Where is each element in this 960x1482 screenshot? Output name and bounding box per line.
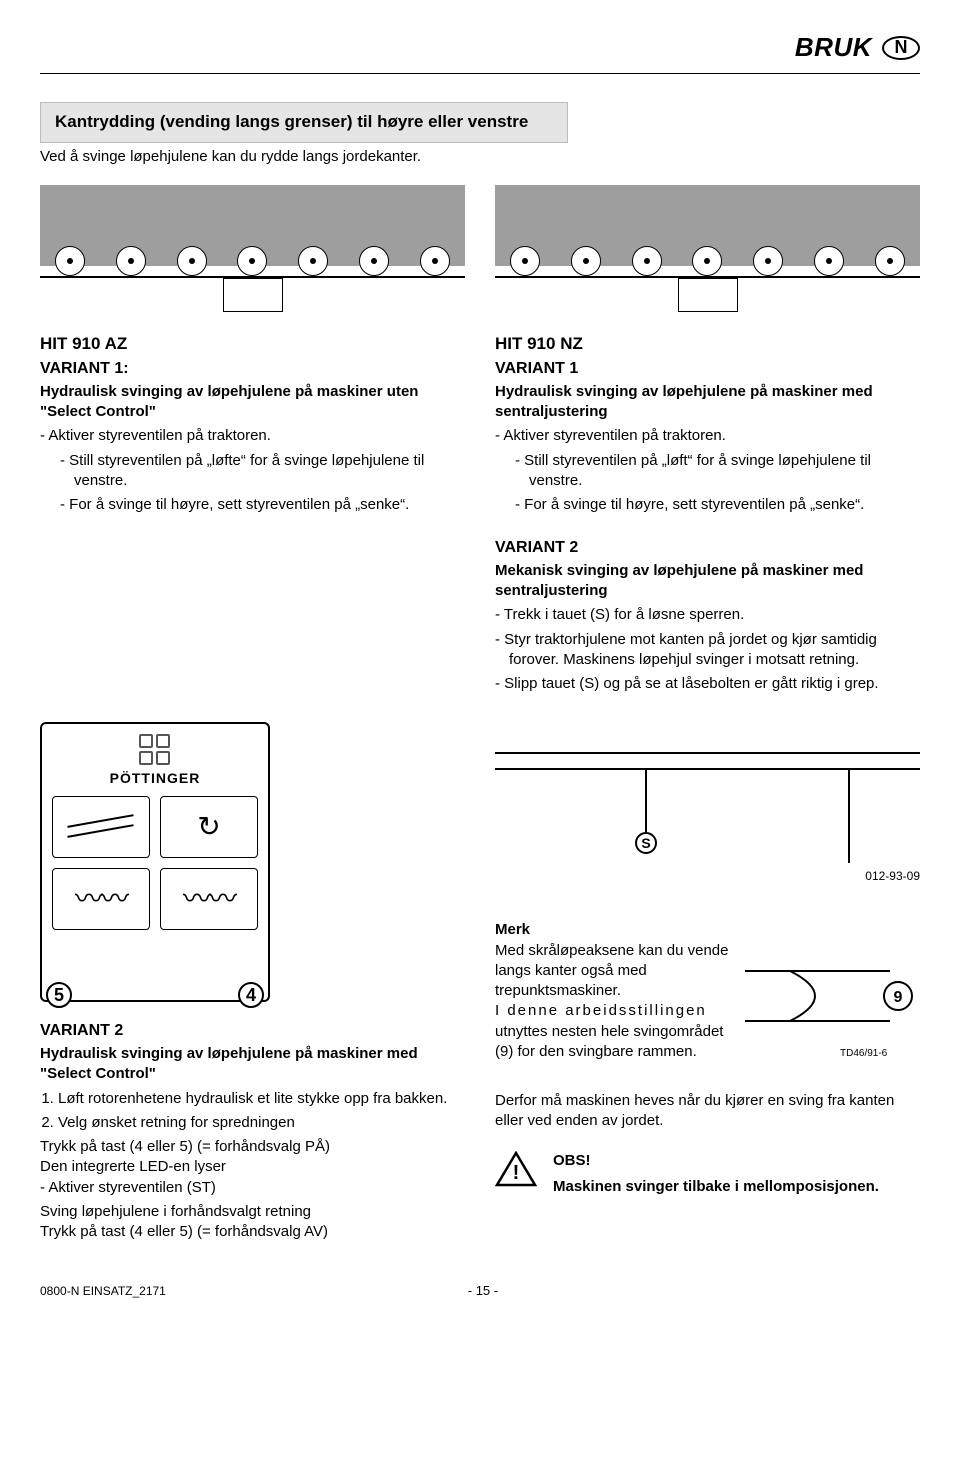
rotor-icon bbox=[814, 246, 844, 276]
diagram-left bbox=[40, 185, 465, 315]
left-v1-list: Aktiver styreventilen på traktoren. bbox=[40, 426, 465, 446]
footer-left: 0800-N EINSATZ_2171 bbox=[40, 1283, 166, 1299]
header-lang-badge: N bbox=[882, 36, 920, 60]
list-item: For å svinge til høyre, sett styreventil… bbox=[515, 495, 920, 515]
obs-line: Maskinen svinger tilbake i mellomposisjo… bbox=[553, 1177, 879, 1197]
lower-left-line: Sving løpehjulene i forhåndsvalgt retnin… bbox=[40, 1202, 465, 1222]
left-column: HIT 910 AZ VARIANT 1: Hydraulisk svingin… bbox=[40, 185, 465, 698]
right-v1-sub: Hydraulisk svinging av løpehjulene på ma… bbox=[495, 382, 920, 423]
section-intro: Ved å svinge løpehjulene kan du rydde la… bbox=[40, 147, 920, 167]
page-header: BRUK N bbox=[40, 30, 920, 65]
rotor-icon bbox=[753, 246, 783, 276]
lower-left-dash: Aktiver styreventilen (ST) bbox=[40, 1178, 465, 1198]
right-column: HIT 910 NZ VARIANT 1 Hydraulisk svinging… bbox=[495, 185, 920, 698]
tilt-icon bbox=[67, 815, 134, 839]
wave-right-icon: 〰〰 bbox=[183, 880, 235, 918]
panel-cell bbox=[160, 796, 258, 858]
panel-cell: 〰〰 bbox=[160, 868, 258, 930]
left-model: HIT 910 AZ bbox=[40, 333, 465, 356]
chassis-icon bbox=[223, 278, 283, 312]
diagram-right bbox=[495, 185, 920, 315]
rotor-icon bbox=[420, 246, 450, 276]
lower-right-col: S 012-93-09 Merk 9 TD46/91-6 Med skråløp… bbox=[495, 722, 920, 1242]
list-item: Aktiver styreventilen på traktoren. bbox=[495, 426, 920, 446]
left-v1-sub: Hydraulisk svinging av løpehjulene på ma… bbox=[40, 382, 465, 423]
rotor-icon bbox=[510, 246, 540, 276]
list-item: For å svinge til høyre, sett styreventil… bbox=[60, 495, 465, 515]
list-item: Still styreventilen på „løfte“ for å svi… bbox=[60, 451, 465, 492]
lower-left-sub: Hydraulisk svinging av løpehjulene på ma… bbox=[40, 1044, 465, 1085]
rotor-icon bbox=[571, 246, 601, 276]
list-item: Løft rotorenhetene hydraulisk et lite st… bbox=[58, 1089, 465, 1109]
right-variant1: VARIANT 1 bbox=[495, 358, 920, 380]
list-item: Slipp tauet (S) og på se at låsebolten e… bbox=[495, 674, 920, 694]
rotor-icon bbox=[55, 246, 85, 276]
rotor-icon bbox=[632, 246, 662, 276]
header-title: BRUK bbox=[795, 30, 872, 65]
merk-p3: Derfor må maskinen heves når du kjører e… bbox=[495, 1091, 920, 1132]
svg-text:!: ! bbox=[513, 1162, 520, 1184]
list-item: Trekk i tauet (S) for å løsne sperren. bbox=[495, 605, 920, 625]
lower-left-ol: Løft rotorenhetene hydraulisk et lite st… bbox=[40, 1089, 465, 1134]
s-label-circle: S bbox=[635, 832, 657, 854]
rotate-icon bbox=[197, 808, 220, 846]
left-variant1: VARIANT 1: bbox=[40, 358, 465, 380]
rotor-icon bbox=[875, 246, 905, 276]
warning-triangle-icon: ! bbox=[495, 1151, 537, 1187]
wave-left-icon: 〰〰 bbox=[75, 880, 127, 918]
rotor-icon bbox=[359, 246, 389, 276]
lower-left-line: Trykk på tast (4 eller 5) (= forhåndsval… bbox=[40, 1222, 465, 1242]
section-title: Kantrydding (vending langs grenser) til … bbox=[40, 102, 568, 143]
lower-left-line: Trykk på tast (4 eller 5) (= forhåndsval… bbox=[40, 1137, 465, 1157]
left-v1-nested: Still styreventilen på „løfte“ for å svi… bbox=[40, 451, 465, 516]
footer-page: - 15 - bbox=[468, 1282, 498, 1300]
list-item: Aktiver styreventilen på traktoren. bbox=[40, 426, 465, 446]
right-model: HIT 910 NZ bbox=[495, 333, 920, 356]
control-panel-diagram: PÖTTINGER 〰〰 〰〰 5 4 bbox=[40, 722, 270, 1002]
lower-left-line: Den integrerte LED-en lyser bbox=[40, 1157, 465, 1177]
list-item: Styr traktorhjulene mot kanten på jordet… bbox=[495, 630, 920, 671]
list-item: Aktiver styreventilen (ST) bbox=[40, 1178, 465, 1198]
right-v1-list: Aktiver styreventilen på traktoren. bbox=[495, 426, 920, 446]
two-column-row: HIT 910 AZ VARIANT 1: Hydraulisk svingin… bbox=[40, 185, 920, 698]
merk-diagram: 9 TD46/91-6 bbox=[740, 941, 920, 1091]
rotor-icon bbox=[298, 246, 328, 276]
brand-squares-icon bbox=[139, 734, 170, 765]
rotor-icon bbox=[692, 246, 722, 276]
rotor-icon bbox=[237, 246, 267, 276]
obs-head: OBS! bbox=[553, 1151, 879, 1171]
right-v2-list: Trekk i tauet (S) for å løsne sperren. S… bbox=[495, 605, 920, 694]
brand-row: PÖTTINGER bbox=[110, 734, 201, 788]
below-row: PÖTTINGER 〰〰 〰〰 5 4 VARIANT 2 Hydraulisk… bbox=[40, 722, 920, 1242]
list-item: Velg ønsket retning for spredningen bbox=[58, 1113, 465, 1133]
chassis-icon bbox=[678, 278, 738, 312]
merk-diag-num: 9 bbox=[894, 989, 903, 1006]
s-diagram: S 012-93-09 bbox=[495, 732, 920, 892]
right-variant2: VARIANT 2 bbox=[495, 537, 920, 559]
right-v1-nested: Still styreventilen på „løft“ for å svin… bbox=[495, 451, 920, 516]
right-v2-sub: Mekanisk svinging av løpehjulene på mask… bbox=[495, 561, 920, 602]
list-item: Still styreventilen på „løft“ for å svin… bbox=[515, 451, 920, 492]
brand-text: PÖTTINGER bbox=[110, 769, 201, 788]
s-diag-ref: 012-93-09 bbox=[865, 868, 920, 884]
merk-diag-ref: TD46/91-6 bbox=[840, 1048, 888, 1059]
page-footer: 0800-N EINSATZ_2171 - 15 - bbox=[40, 1282, 920, 1300]
lower-left-variant2: VARIANT 2 bbox=[40, 1020, 465, 1042]
panel-cell: 〰〰 bbox=[52, 868, 150, 930]
rotor-icon bbox=[116, 246, 146, 276]
rotor-icon bbox=[177, 246, 207, 276]
header-rule bbox=[40, 73, 920, 74]
lower-left-col: PÖTTINGER 〰〰 〰〰 5 4 VARIANT 2 Hydraulisk… bbox=[40, 722, 465, 1242]
merk-title: Merk bbox=[495, 920, 920, 940]
obs-section: ! OBS! Maskinen svinger tilbake i mellom… bbox=[495, 1151, 920, 1198]
panel-cell bbox=[52, 796, 150, 858]
